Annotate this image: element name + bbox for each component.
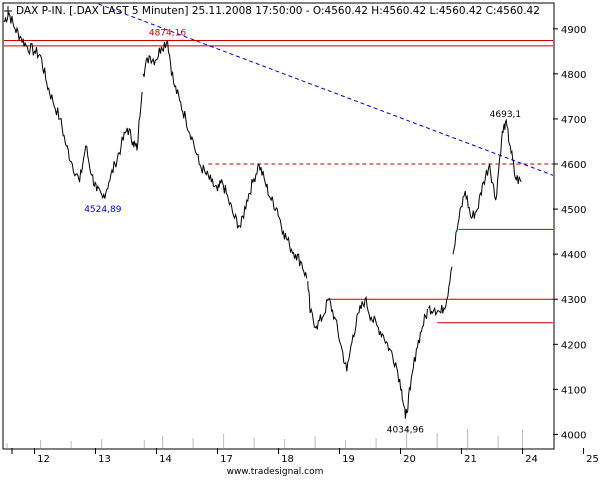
y-tick-label-9: 4900 [561,25,586,36]
y-tick-label-8: 4800 [561,70,586,81]
x-tick-label-3: 17 [220,454,233,465]
x-tick-label-5: 19 [342,454,355,465]
y-tick-label-3: 4300 [561,295,586,306]
watermark: www.tradesignal.com [227,467,324,477]
price-line-1 [142,40,308,279]
x-tick-label-9: 25 [586,454,599,465]
y-tick-label-5: 4500 [561,205,586,216]
x-tick-label-2: 14 [159,454,172,465]
annotation-0: 4874,16 [149,28,186,38]
y-tick-label-7: 4700 [561,115,586,126]
price-line-0 [3,11,143,200]
x-tick-label-6: 20 [403,454,416,465]
plot-frame [2,2,555,450]
annotation-1: 4524,89 [84,205,121,215]
x-tick-label-8: 24 [525,454,538,465]
price-line-3 [428,266,453,317]
annotation-3: 4693,1 [490,110,522,120]
x-tick-label-1: 13 [98,454,111,465]
x-tick-label-0: 12 [37,454,50,465]
annotation-2: 4034,96 [387,426,424,436]
x-tick-label-7: 21 [464,454,477,465]
y-tick-label-1: 4100 [561,385,586,396]
trend-line-6 [98,3,554,176]
chart-title: DAX P-IN. [.DAX LAST 5 Minuten] 25.11.20… [16,5,540,17]
y-tick-label-2: 4200 [561,340,586,351]
y-tick-label-6: 4600 [561,160,586,171]
x-tick-label-4: 18 [281,454,294,465]
y-tick-label-0: 4000 [561,430,586,441]
price-line-4 [452,118,522,255]
y-tick-label-4: 4400 [561,250,586,261]
price-line-2 [307,281,428,419]
